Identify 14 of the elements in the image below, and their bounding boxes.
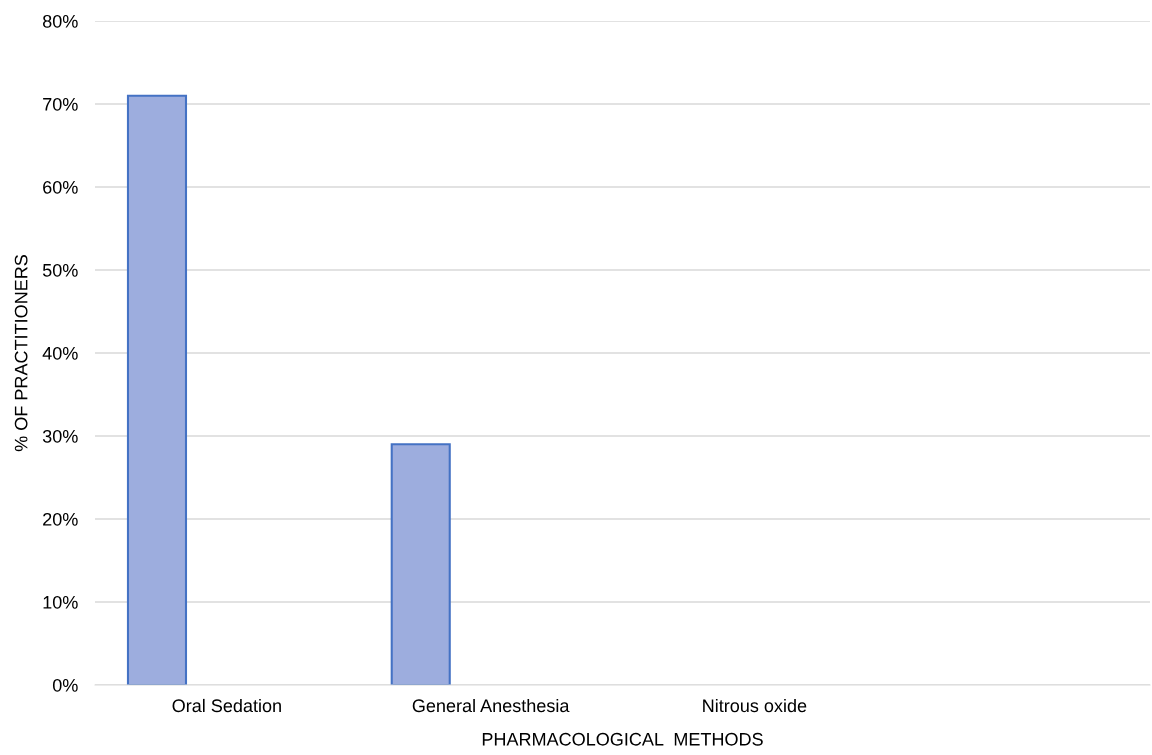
y-axis-title: % OF PRACTITIONERS <box>14 255 28 452</box>
y-tick-label: 10% <box>43 595 78 609</box>
y-tick-label: 80% <box>42 14 78 28</box>
y-tick-label: 60% <box>43 180 78 194</box>
x-axis-title: PHARMACOLOGICAL METHODS <box>482 732 763 746</box>
y-tick-label: 40% <box>42 346 78 360</box>
y-tick-label: 70% <box>43 97 78 111</box>
y-tick-label: 50% <box>42 263 78 277</box>
y-tick-label: 0% <box>52 678 78 692</box>
y-tick-label: 20% <box>43 512 78 526</box>
x-tick-label: General Anesthesia <box>412 698 570 713</box>
y-tick-label: 30% <box>42 429 78 443</box>
x-tick-label: Nitrous oxide <box>703 698 807 713</box>
x-tick-label: Oral Sedation <box>172 698 281 713</box>
